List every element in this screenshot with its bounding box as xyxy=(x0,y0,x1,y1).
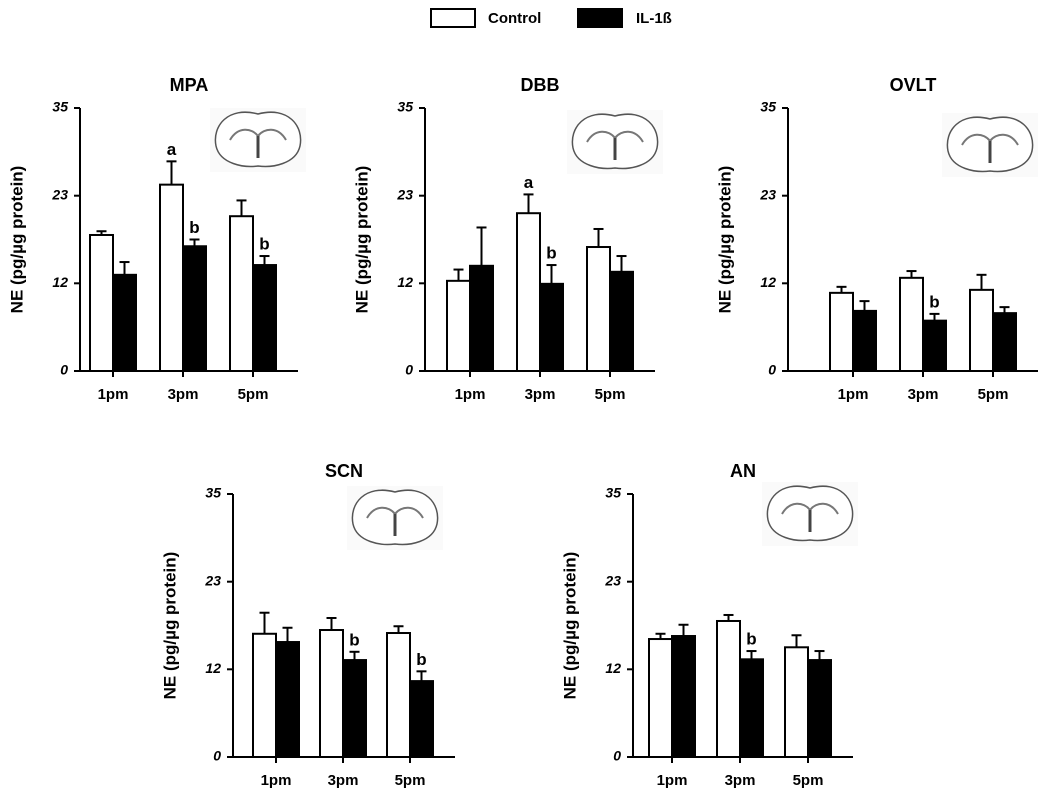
significance-label: a xyxy=(524,173,534,192)
significance-label: b xyxy=(349,630,359,649)
x-tick-label: 3pm xyxy=(168,386,199,403)
significance-label: b xyxy=(416,650,426,669)
legend-swatch xyxy=(430,8,476,28)
y-tick-label: 12 xyxy=(397,274,413,290)
chart-title: MPA xyxy=(170,75,209,95)
bar xyxy=(446,279,471,373)
y-tick-label: 23 xyxy=(396,186,413,202)
bar xyxy=(969,288,994,372)
y-axis-label: NE (pg/µg protein) xyxy=(352,166,371,314)
bar xyxy=(992,312,1017,373)
bar xyxy=(112,273,137,372)
bar xyxy=(89,233,114,372)
bar xyxy=(899,276,924,372)
y-tick-label: 0 xyxy=(60,362,68,378)
y-tick-label: 12 xyxy=(605,660,621,676)
bar xyxy=(469,264,494,372)
x-tick-label: 5pm xyxy=(595,386,626,403)
x-tick-label: 5pm xyxy=(978,386,1009,403)
bar xyxy=(252,632,277,758)
y-tick-label: 35 xyxy=(52,99,68,115)
y-tick-label: 0 xyxy=(613,748,621,764)
y-tick-label: 23 xyxy=(604,572,621,588)
y-tick-label: 35 xyxy=(760,99,776,115)
x-tick-label: 3pm xyxy=(725,772,756,789)
bar xyxy=(252,264,277,373)
bar xyxy=(807,659,832,759)
y-tick-label: 35 xyxy=(605,485,621,501)
bar xyxy=(716,619,741,759)
y-tick-label: 12 xyxy=(760,274,776,290)
bar xyxy=(386,632,411,758)
bar xyxy=(852,309,877,372)
chart-title: SCN xyxy=(325,461,363,481)
bar xyxy=(539,282,564,372)
y-tick-label: 12 xyxy=(205,660,221,676)
bar xyxy=(648,638,673,758)
x-tick-label: 1pm xyxy=(261,772,292,789)
x-tick-label: 5pm xyxy=(395,772,426,789)
x-tick-label: 1pm xyxy=(657,772,688,789)
bar xyxy=(409,680,434,758)
y-tick-label: 0 xyxy=(768,362,776,378)
x-tick-label: 5pm xyxy=(793,772,824,789)
chart-title: AN xyxy=(730,461,756,481)
x-tick-label: 1pm xyxy=(455,386,486,403)
bar xyxy=(516,212,541,372)
bar xyxy=(739,658,764,758)
bar xyxy=(784,646,809,759)
x-tick-label: 5pm xyxy=(238,386,269,403)
y-tick-label: 23 xyxy=(204,572,221,588)
significance-label: b xyxy=(259,235,269,254)
bar xyxy=(275,641,300,759)
y-tick-label: 35 xyxy=(205,485,221,501)
y-tick-label: 0 xyxy=(405,362,413,378)
legend-label: IL-1ß xyxy=(636,10,672,27)
bar xyxy=(586,246,611,372)
bar xyxy=(671,635,696,759)
y-tick-label: 23 xyxy=(759,186,776,202)
x-tick-label: 3pm xyxy=(525,386,556,403)
significance-label: b xyxy=(746,630,756,649)
x-tick-label: 3pm xyxy=(908,386,939,403)
y-axis-label: NE (pg/µg protein) xyxy=(7,166,26,314)
bar xyxy=(609,270,634,372)
bar xyxy=(182,245,207,373)
x-tick-label: 1pm xyxy=(98,386,129,403)
bar xyxy=(319,629,344,758)
x-tick-label: 3pm xyxy=(328,772,359,789)
y-tick-label: 0 xyxy=(213,748,221,764)
y-axis-label: NE (pg/µg protein) xyxy=(715,166,734,314)
y-tick-label: 12 xyxy=(52,274,68,290)
significance-label: a xyxy=(167,140,177,159)
chart-title: OVLT xyxy=(890,75,937,95)
bar xyxy=(922,319,947,373)
bar xyxy=(229,215,254,372)
bar xyxy=(829,291,854,373)
legend-label: Control xyxy=(488,10,541,27)
significance-label: b xyxy=(189,218,199,237)
chart-title: DBB xyxy=(521,75,560,95)
y-axis-label: NE (pg/µg protein) xyxy=(160,552,179,700)
y-tick-label: 35 xyxy=(397,99,413,115)
y-tick-label: 23 xyxy=(51,186,68,202)
significance-label: b xyxy=(929,292,939,311)
significance-label: b xyxy=(546,244,556,263)
x-tick-label: 1pm xyxy=(838,386,869,403)
y-axis-label: NE (pg/µg protein) xyxy=(560,552,579,700)
legend-swatch xyxy=(577,8,623,28)
bar xyxy=(342,659,367,759)
bar xyxy=(159,183,184,372)
